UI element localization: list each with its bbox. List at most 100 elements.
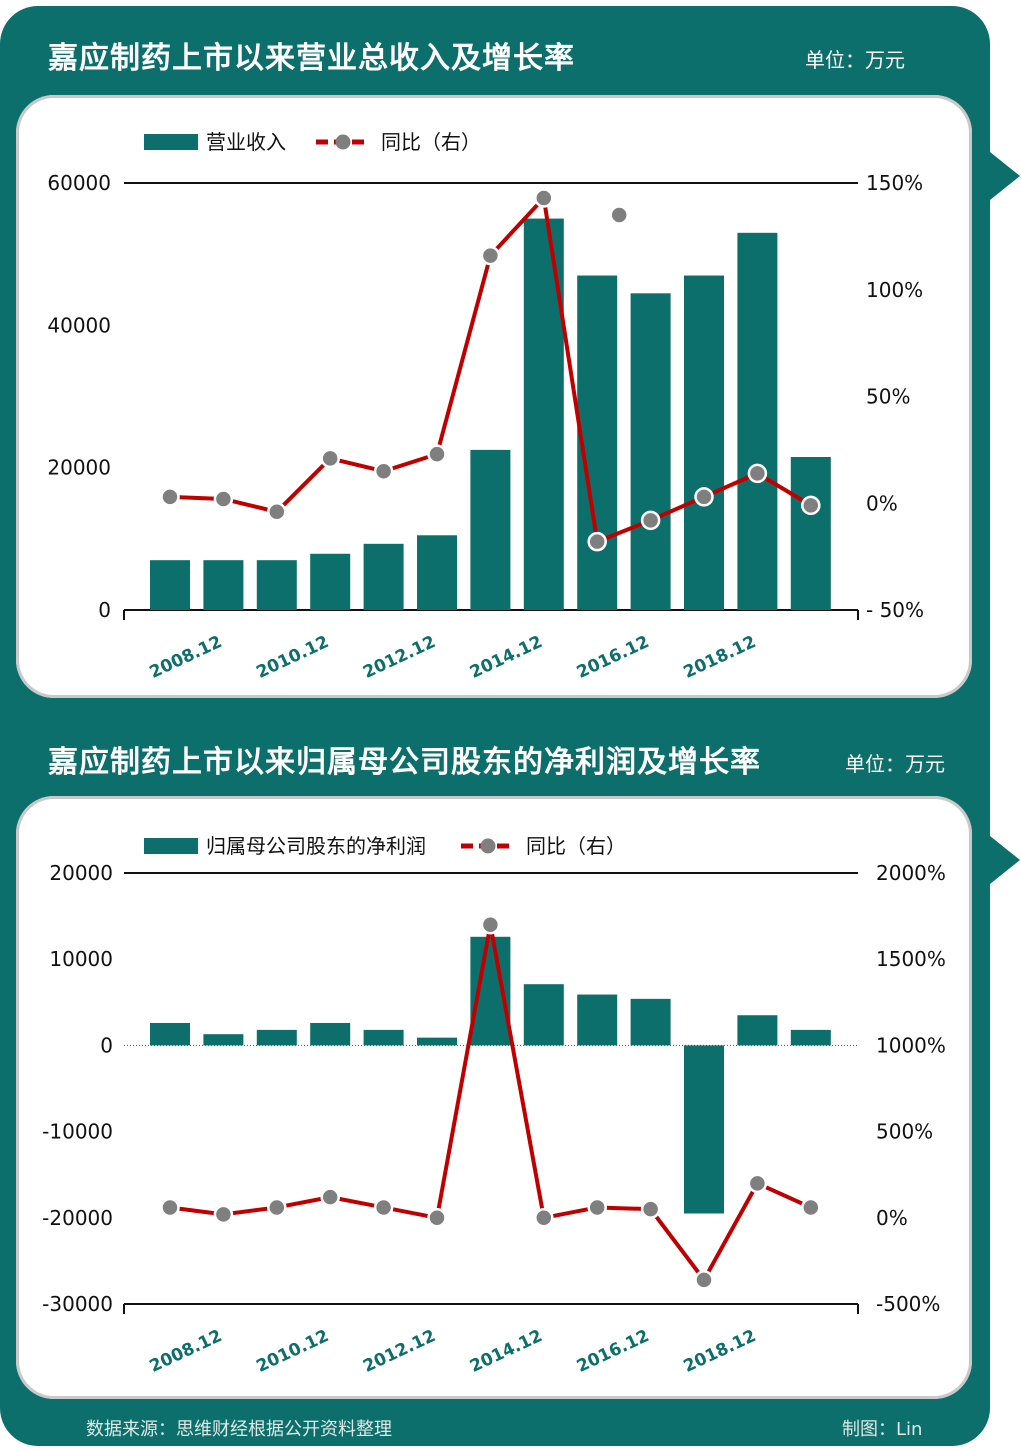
tab-marker-top — [990, 152, 1020, 200]
yoy-line-segment — [435, 255, 493, 455]
left-tick-label: 0 — [100, 1033, 113, 1057]
legend-bar-swatch — [144, 838, 198, 854]
bar — [790, 1029, 831, 1046]
legend-bar-label: 归属母公司股东的净利润 — [206, 834, 426, 858]
bar — [203, 560, 244, 610]
yoy-point — [747, 1173, 768, 1194]
bar — [310, 1022, 351, 1046]
x-tick-label: 2012.12 — [360, 632, 439, 683]
bar — [577, 275, 618, 610]
left-tick-label: 20000 — [47, 456, 111, 480]
left-tick-label: 20000 — [49, 861, 113, 885]
x-tick-label: 2010.12 — [253, 632, 332, 683]
bar — [630, 998, 671, 1046]
right-tick-label: - 50% — [866, 598, 924, 622]
x-tick-label: 2014.12 — [467, 632, 546, 683]
yoy-point — [427, 1208, 447, 1228]
chart1-panel: 60000 40000 20000 0 150% 100% 50% 0% - 50% 2008.1… — [16, 95, 972, 698]
yoy-point — [480, 914, 501, 935]
yoy-point — [747, 463, 768, 484]
yoy-point — [373, 1197, 394, 1218]
yoy-point — [801, 495, 821, 516]
bar — [790, 456, 831, 610]
x-tick-label: 2008.12 — [147, 632, 226, 683]
yoy-point — [587, 1197, 607, 1218]
right-tick-label: 1500% — [876, 947, 946, 971]
left-tick-label: -10000 — [42, 1120, 113, 1144]
legend-bar-swatch — [144, 134, 198, 150]
legend-line-marker — [335, 134, 351, 150]
bar — [363, 1029, 404, 1046]
right-tick-label: 0% — [876, 1206, 908, 1230]
yoy-point — [320, 448, 340, 469]
right-tick-label: 500% — [876, 1120, 933, 1144]
right-tick-label: 2000% — [876, 861, 946, 885]
yoy-point — [373, 461, 394, 481]
right-tick-label: 1000% — [876, 1033, 946, 1057]
yoy-line-segment — [435, 924, 493, 1219]
right-tick-label: 150% — [866, 171, 923, 195]
yoy-point — [160, 487, 180, 507]
bar — [417, 535, 457, 610]
data-source: 数据来源：思维财经根据公开资料整理 — [86, 1419, 392, 1440]
bar — [150, 1022, 190, 1046]
yoy-point — [480, 245, 501, 266]
yoy-line-segment — [488, 196, 546, 257]
net-profit-chart: 20000 10000 0 -10000 -20000 -30000 2000% 1500% 1… — [42, 834, 946, 1377]
x-tick-label: 2016.12 — [574, 1326, 653, 1377]
yoy-line-segment — [541, 197, 600, 542]
x-tick-label: 2018.12 — [681, 1326, 760, 1377]
bar — [256, 560, 297, 610]
bar — [417, 1037, 457, 1046]
left-tick-label: -20000 — [42, 1206, 113, 1230]
yoy-point — [213, 489, 234, 509]
yoy-line-segment — [702, 1182, 760, 1281]
left-tick-label: 40000 — [47, 313, 111, 337]
left-tick-label: 60000 — [47, 171, 111, 195]
yoy-line-segment — [756, 1181, 812, 1210]
right-tick-label: 50% — [866, 385, 910, 409]
bar — [363, 543, 404, 610]
revenue-chart: 60000 40000 20000 0 150% 100% 50% 0% - 50% 2008.1… — [47, 130, 924, 683]
chart2-title: 嘉应制药上市以来归属母公司股东的净利润及增长率 — [48, 745, 761, 780]
left-tick-label: 0 — [98, 598, 111, 622]
bar — [523, 984, 564, 1046]
yoy-point — [609, 205, 629, 225]
yoy-line-segment — [488, 924, 546, 1219]
chart-credit: 制图：Lin — [842, 1419, 923, 1440]
yoy-point — [213, 1204, 234, 1225]
yoy-line-segment — [275, 457, 332, 514]
yoy-point — [267, 1197, 287, 1218]
right-tick-label: 0% — [866, 491, 898, 515]
legend-bar-label: 营业收入 — [206, 130, 286, 154]
yoy-point — [694, 1270, 714, 1290]
x-tick-label: 2010.12 — [253, 1326, 332, 1377]
bar — [470, 449, 511, 610]
yoy-point — [267, 502, 287, 522]
legend-line-marker — [480, 838, 496, 854]
bar — [630, 293, 671, 610]
yoy-point — [694, 487, 714, 507]
chart2-unit: 单位：万元 — [845, 752, 945, 776]
bar — [203, 1034, 244, 1046]
yoy-point — [534, 1208, 554, 1228]
legend-line-label: 同比（右） — [526, 834, 626, 858]
chart2-panel: 20000 10000 0 -10000 -20000 -30000 2000% 1500% 1… — [16, 796, 972, 1399]
right-tick-label: 100% — [866, 278, 923, 302]
yoy-point — [534, 188, 554, 208]
x-tick-label: 2008.12 — [147, 1326, 226, 1377]
left-tick-label: 10000 — [49, 947, 113, 971]
x-tick-label: 2016.12 — [574, 632, 653, 683]
bar — [577, 994, 618, 1046]
bar — [150, 560, 190, 610]
bar — [737, 232, 778, 611]
bar — [737, 1015, 778, 1046]
yoy-point — [587, 531, 607, 552]
bar — [256, 1029, 297, 1046]
yoy-line-segment — [756, 471, 812, 508]
yoy-line-segment — [649, 1207, 706, 1282]
legend-line-label: 同比（右） — [381, 130, 481, 154]
left-tick-label: -30000 — [42, 1292, 113, 1316]
tab-marker-bottom — [990, 836, 1020, 884]
yoy-point — [427, 444, 447, 464]
